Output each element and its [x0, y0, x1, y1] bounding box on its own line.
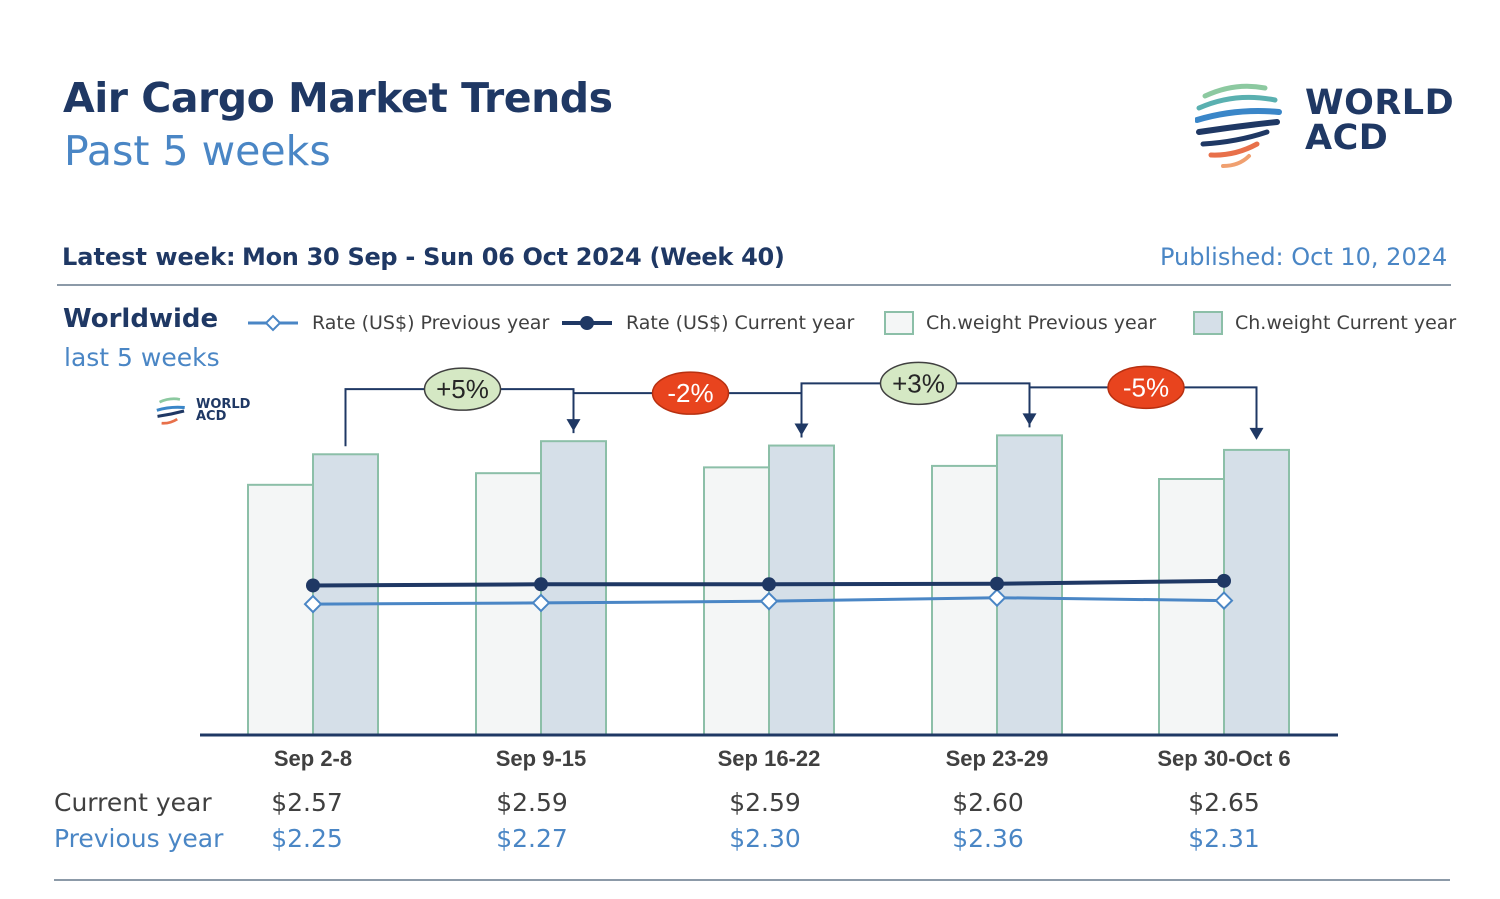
table-current-value: $2.59: [729, 788, 801, 817]
table-current-label: Current year: [54, 788, 212, 817]
legend-label: Rate (US$) Previous year: [312, 312, 550, 334]
legend-swatch: [884, 311, 914, 335]
diamond-line-marker-icon: [248, 314, 298, 332]
change-badge: [1107, 365, 1185, 410]
table-previous-value: $2.25: [271, 824, 343, 853]
globe-logo-icon: [1194, 83, 1282, 168]
x-tick-label: Sep 2-8: [274, 746, 352, 771]
bar-weight-current: [312, 453, 379, 736]
legend-rate-current: Rate (US$) Current year: [560, 307, 854, 339]
latest-week-value: Mon 30 Sep - Sun 06 Oct 2024 (Week 40): [242, 243, 785, 271]
point-rate-previous: [531, 593, 551, 613]
point-rate-previous: [759, 591, 779, 611]
bar-weight-current: [1223, 448, 1290, 736]
logo-text-world: WORLD: [1305, 83, 1455, 123]
table-previous-value: $2.36: [952, 824, 1024, 853]
change-badge: [423, 367, 502, 411]
table-current-value: $2.65: [1188, 788, 1260, 817]
bar-weight-current: [540, 440, 607, 736]
point-rate-current: [762, 577, 776, 592]
change-badge: [651, 371, 730, 415]
table-previous-label: Previous year: [54, 824, 224, 853]
table-current-value: $2.59: [496, 788, 568, 817]
change-badge-label: -5%: [1123, 372, 1169, 402]
page-title: Air Cargo Market Trends: [63, 74, 613, 122]
bar-weight-previous: [931, 464, 998, 736]
legend-label: Ch.weight Current year: [1235, 312, 1457, 334]
bar-weight-previous: [247, 483, 314, 736]
change-badge-label: +3%: [892, 368, 945, 398]
legend-label: Rate (US$) Current year: [626, 312, 855, 334]
chart-watermark-logo: WORLD ACD: [155, 396, 255, 430]
circle-line-marker-icon: [562, 316, 612, 330]
table-previous-value: $2.27: [496, 824, 568, 853]
arrow-down-icon: [1249, 427, 1264, 440]
header-divider: [57, 284, 1451, 286]
latest-week-label: Latest week:: [62, 243, 236, 271]
legend-rate-previous: Rate (US$) Previous year: [246, 307, 549, 339]
x-tick-label: Sep 30-Oct 6: [1157, 746, 1290, 771]
legend-swatch: [1193, 311, 1223, 335]
point-rate-previous: [1214, 591, 1234, 611]
footer-divider: [54, 879, 1450, 881]
x-tick-label: Sep 9-15: [496, 746, 587, 771]
table-previous-value: $2.31: [1188, 824, 1260, 853]
x-tick-label: Sep 23-29: [946, 746, 1049, 771]
change-badge-label: +5%: [436, 374, 489, 404]
point-rate-previous: [987, 588, 1007, 608]
table-current-value: $2.57: [271, 788, 343, 817]
x-tick-label: Sep 16-22: [718, 746, 821, 771]
table-current-value: $2.60: [952, 788, 1024, 817]
table-previous-value: $2.30: [729, 824, 801, 853]
legend-weight-current: Ch.weight Current year: [1193, 307, 1456, 339]
published-date: Published: Oct 10, 2024: [1160, 243, 1448, 271]
bar-weight-current: [768, 444, 835, 736]
point-rate-current: [534, 577, 548, 592]
legend-weight-previous: Ch.weight Previous year: [884, 307, 1156, 339]
logo-text-acd: ACD: [1305, 118, 1389, 158]
watermark-text-world: WORLD: [196, 397, 251, 412]
point-rate-previous: [303, 594, 323, 614]
legend-label: Ch.weight Previous year: [926, 312, 1157, 334]
bar-weight-previous: [1158, 478, 1225, 736]
region-period: last 5 weeks: [64, 343, 220, 372]
point-rate-current: [306, 578, 320, 593]
region-name: Worldwide: [63, 304, 219, 334]
watermark-text-acd: ACD: [196, 409, 227, 424]
point-rate-current: [1217, 573, 1231, 588]
point-rate-current: [990, 576, 1004, 591]
globe-logo-small-icon: [156, 397, 185, 425]
page-subtitle: Past 5 weeks: [64, 127, 331, 175]
change-badge: [879, 361, 958, 406]
change-badge-label: -2%: [667, 378, 713, 408]
world-acd-logo: WORLD ACD: [1194, 78, 1460, 178]
